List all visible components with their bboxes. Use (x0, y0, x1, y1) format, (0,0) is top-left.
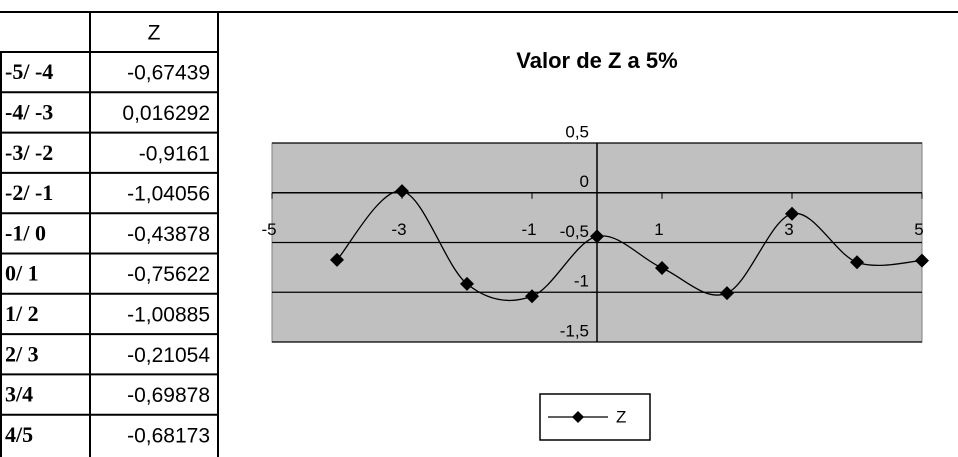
chart: 0,5 0 -0,5 -1 -1,5 -5 -3 -1 1 3 5 Z (261, 122, 929, 441)
data-point (395, 184, 409, 199)
cell-value: -0,21054 (127, 344, 210, 367)
x-tick-label: -5 (261, 220, 276, 239)
row-label: -4/ -3 (5, 99, 53, 124)
row-label: -3/ -2 (5, 140, 53, 165)
cell-value: -1,04056 (127, 183, 210, 206)
chart-title: Valor de Z a 5% (516, 48, 677, 73)
cell-value: -0,69878 (127, 384, 210, 407)
x-tick-label: 1 (654, 220, 663, 239)
cell-value: -0,9161 (139, 142, 210, 165)
data-point (655, 260, 669, 275)
cell-value: 0,016292 (122, 102, 210, 125)
y-tick-label: -1,5 (560, 321, 589, 340)
row-label: -2/ -1 (5, 180, 53, 205)
legend: Z (539, 393, 651, 441)
row-label: 3/4 (5, 382, 33, 407)
data-point (460, 276, 474, 291)
cell-value: -1,00885 (127, 303, 210, 326)
cell-value: -0,67439 (127, 62, 210, 85)
cell-value: -0,43878 (127, 223, 210, 246)
cell-value: -0,68173 (127, 424, 210, 447)
row-label: 1/ 2 (5, 301, 39, 326)
y-tick-label: 0,5 (565, 122, 589, 141)
row-label: 0/ 1 (5, 261, 39, 286)
column-header: Z (148, 22, 161, 45)
x-tick-label: -1 (521, 220, 536, 239)
row-label: 2/ 3 (5, 341, 39, 366)
data-point (915, 253, 929, 268)
legend-marker (572, 411, 584, 423)
data-point (590, 229, 604, 244)
row-label: -5/ -4 (5, 59, 53, 84)
row-label: 4/5 (5, 422, 33, 447)
table: Z -5/ -4 -0,67439 -4/ -3 0,016292 -3/ -2 -0,91… (0, 12, 218, 457)
data-point (850, 255, 864, 270)
data-point (720, 286, 734, 301)
data-point (330, 252, 344, 267)
y-tick-label: -1 (574, 272, 589, 291)
y-tick-label: -0,5 (560, 222, 589, 241)
data-point (785, 206, 799, 221)
row-label: -1/ 0 (5, 220, 46, 245)
x-tick-label: -3 (391, 220, 406, 239)
series-line (336, 190, 923, 302)
data-point (525, 289, 539, 304)
x-tick-label: 5 (914, 220, 923, 239)
legend-label: Z (616, 407, 626, 426)
y-tick-label: 0 (580, 172, 589, 191)
x-tick-label: 3 (784, 220, 793, 239)
cell-value: -0,75622 (127, 263, 210, 286)
